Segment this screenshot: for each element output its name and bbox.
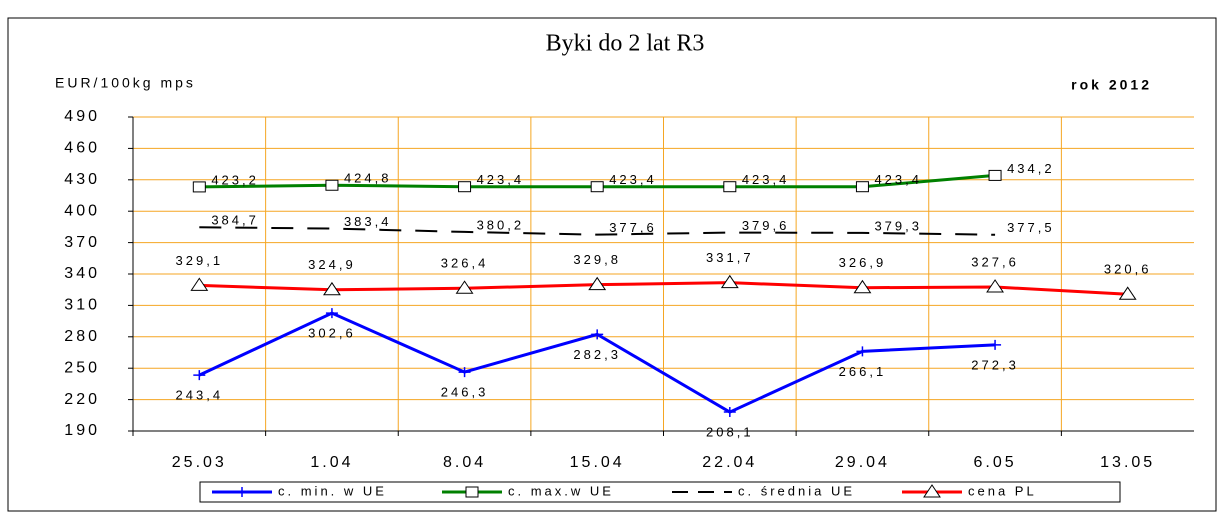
data-label: 424,8 [344,171,392,186]
y-tick-label: 190 [64,422,100,439]
x-tick-label: 1.04 [310,454,353,471]
data-label: 327,6 [971,254,1019,269]
point-marker [855,181,869,193]
point-marker [856,346,869,357]
data-label: 434,2 [1007,161,1055,176]
x-tick-label: 22.04 [702,454,757,471]
y-tick-label: 340 [64,265,100,282]
legend-label: c. średnia UE [738,483,855,498]
point-marker [591,329,604,340]
point-marker [720,274,739,289]
x-tick-label: 8.04 [443,454,486,471]
y-tick-label: 310 [64,297,100,314]
point-marker [193,370,206,381]
point-marker [455,280,474,294]
data-label: 329,8 [573,252,621,267]
data-label: 302,6 [308,326,356,341]
y-tick-label: 370 [64,234,100,251]
data-label: 324,9 [308,257,356,272]
series-line [199,226,996,236]
data-label: 377,6 [609,220,657,235]
data-label: 243,4 [176,388,224,403]
y-tick-label: 460 [64,140,100,157]
legend-label: c. min. w UE [278,483,387,498]
legend-marker [923,484,941,498]
y-tick-label: 280 [64,328,100,345]
chart-frame [7,17,1217,512]
data-label: 377,5 [1007,220,1055,235]
data-label: 282,3 [573,347,621,362]
data-label: 380,2 [477,217,525,232]
data-label: 272,3 [971,357,1019,372]
data-label: 423,4 [742,172,790,187]
y-tick-label: 490 [64,108,100,125]
data-label: 329,1 [176,253,224,268]
point-marker [325,308,338,319]
data-label: 320,6 [1104,262,1152,277]
data-label: 423,4 [609,172,657,187]
point-marker [588,276,607,291]
data-label: 423,2 [211,172,259,187]
data-label: 379,3 [874,218,922,233]
x-tick-label: 29.04 [835,454,890,471]
legend-box [199,481,1121,503]
data-label: 208,1 [706,424,754,439]
point-marker [458,367,471,378]
point-marker [853,279,872,294]
point-marker [986,279,1004,293]
y-tick-label: 430 [64,171,100,188]
data-label: 383,4 [344,214,392,229]
data-label: 423,4 [874,172,922,187]
annotation: rok 2012 [1071,77,1152,93]
x-tick-label: 6.05 [973,454,1016,471]
y-tick-label: 400 [64,202,100,219]
point-marker [723,181,737,193]
x-tick-label: 13.05 [1100,454,1155,471]
data-label: 384,7 [211,213,259,228]
legend-marker [236,487,248,497]
point-marker [590,181,604,193]
point-marker [325,179,339,191]
point-marker [1118,286,1137,300]
data-label: 326,4 [441,256,489,271]
y-tick-label: 250 [64,359,100,376]
data-label: 379,6 [742,218,790,233]
point-marker [323,281,341,296]
series-line [199,281,1128,296]
chart-title: Byki do 2 lat R3 [546,31,705,57]
legend-label: cena PL [968,483,1037,498]
data-label: 266,1 [839,364,887,379]
point-marker [192,181,206,193]
data-label: 326,9 [839,255,887,270]
point-marker [989,339,1002,350]
x-tick-label: 25.03 [172,454,227,471]
data-label: 331,7 [706,250,754,265]
y-axis-label: EUR/100kg mps [55,75,196,91]
point-marker [988,169,1002,181]
data-label: 423,4 [477,172,525,187]
data-label: 246,3 [441,385,489,400]
y-tick-label: 220 [64,391,100,408]
point-marker [458,181,472,193]
point-marker [190,277,209,291]
legend-marker [465,486,479,498]
x-tick-label: 15.04 [570,454,625,471]
legend-label: c. max.w UE [508,483,614,498]
point-marker [723,407,736,418]
